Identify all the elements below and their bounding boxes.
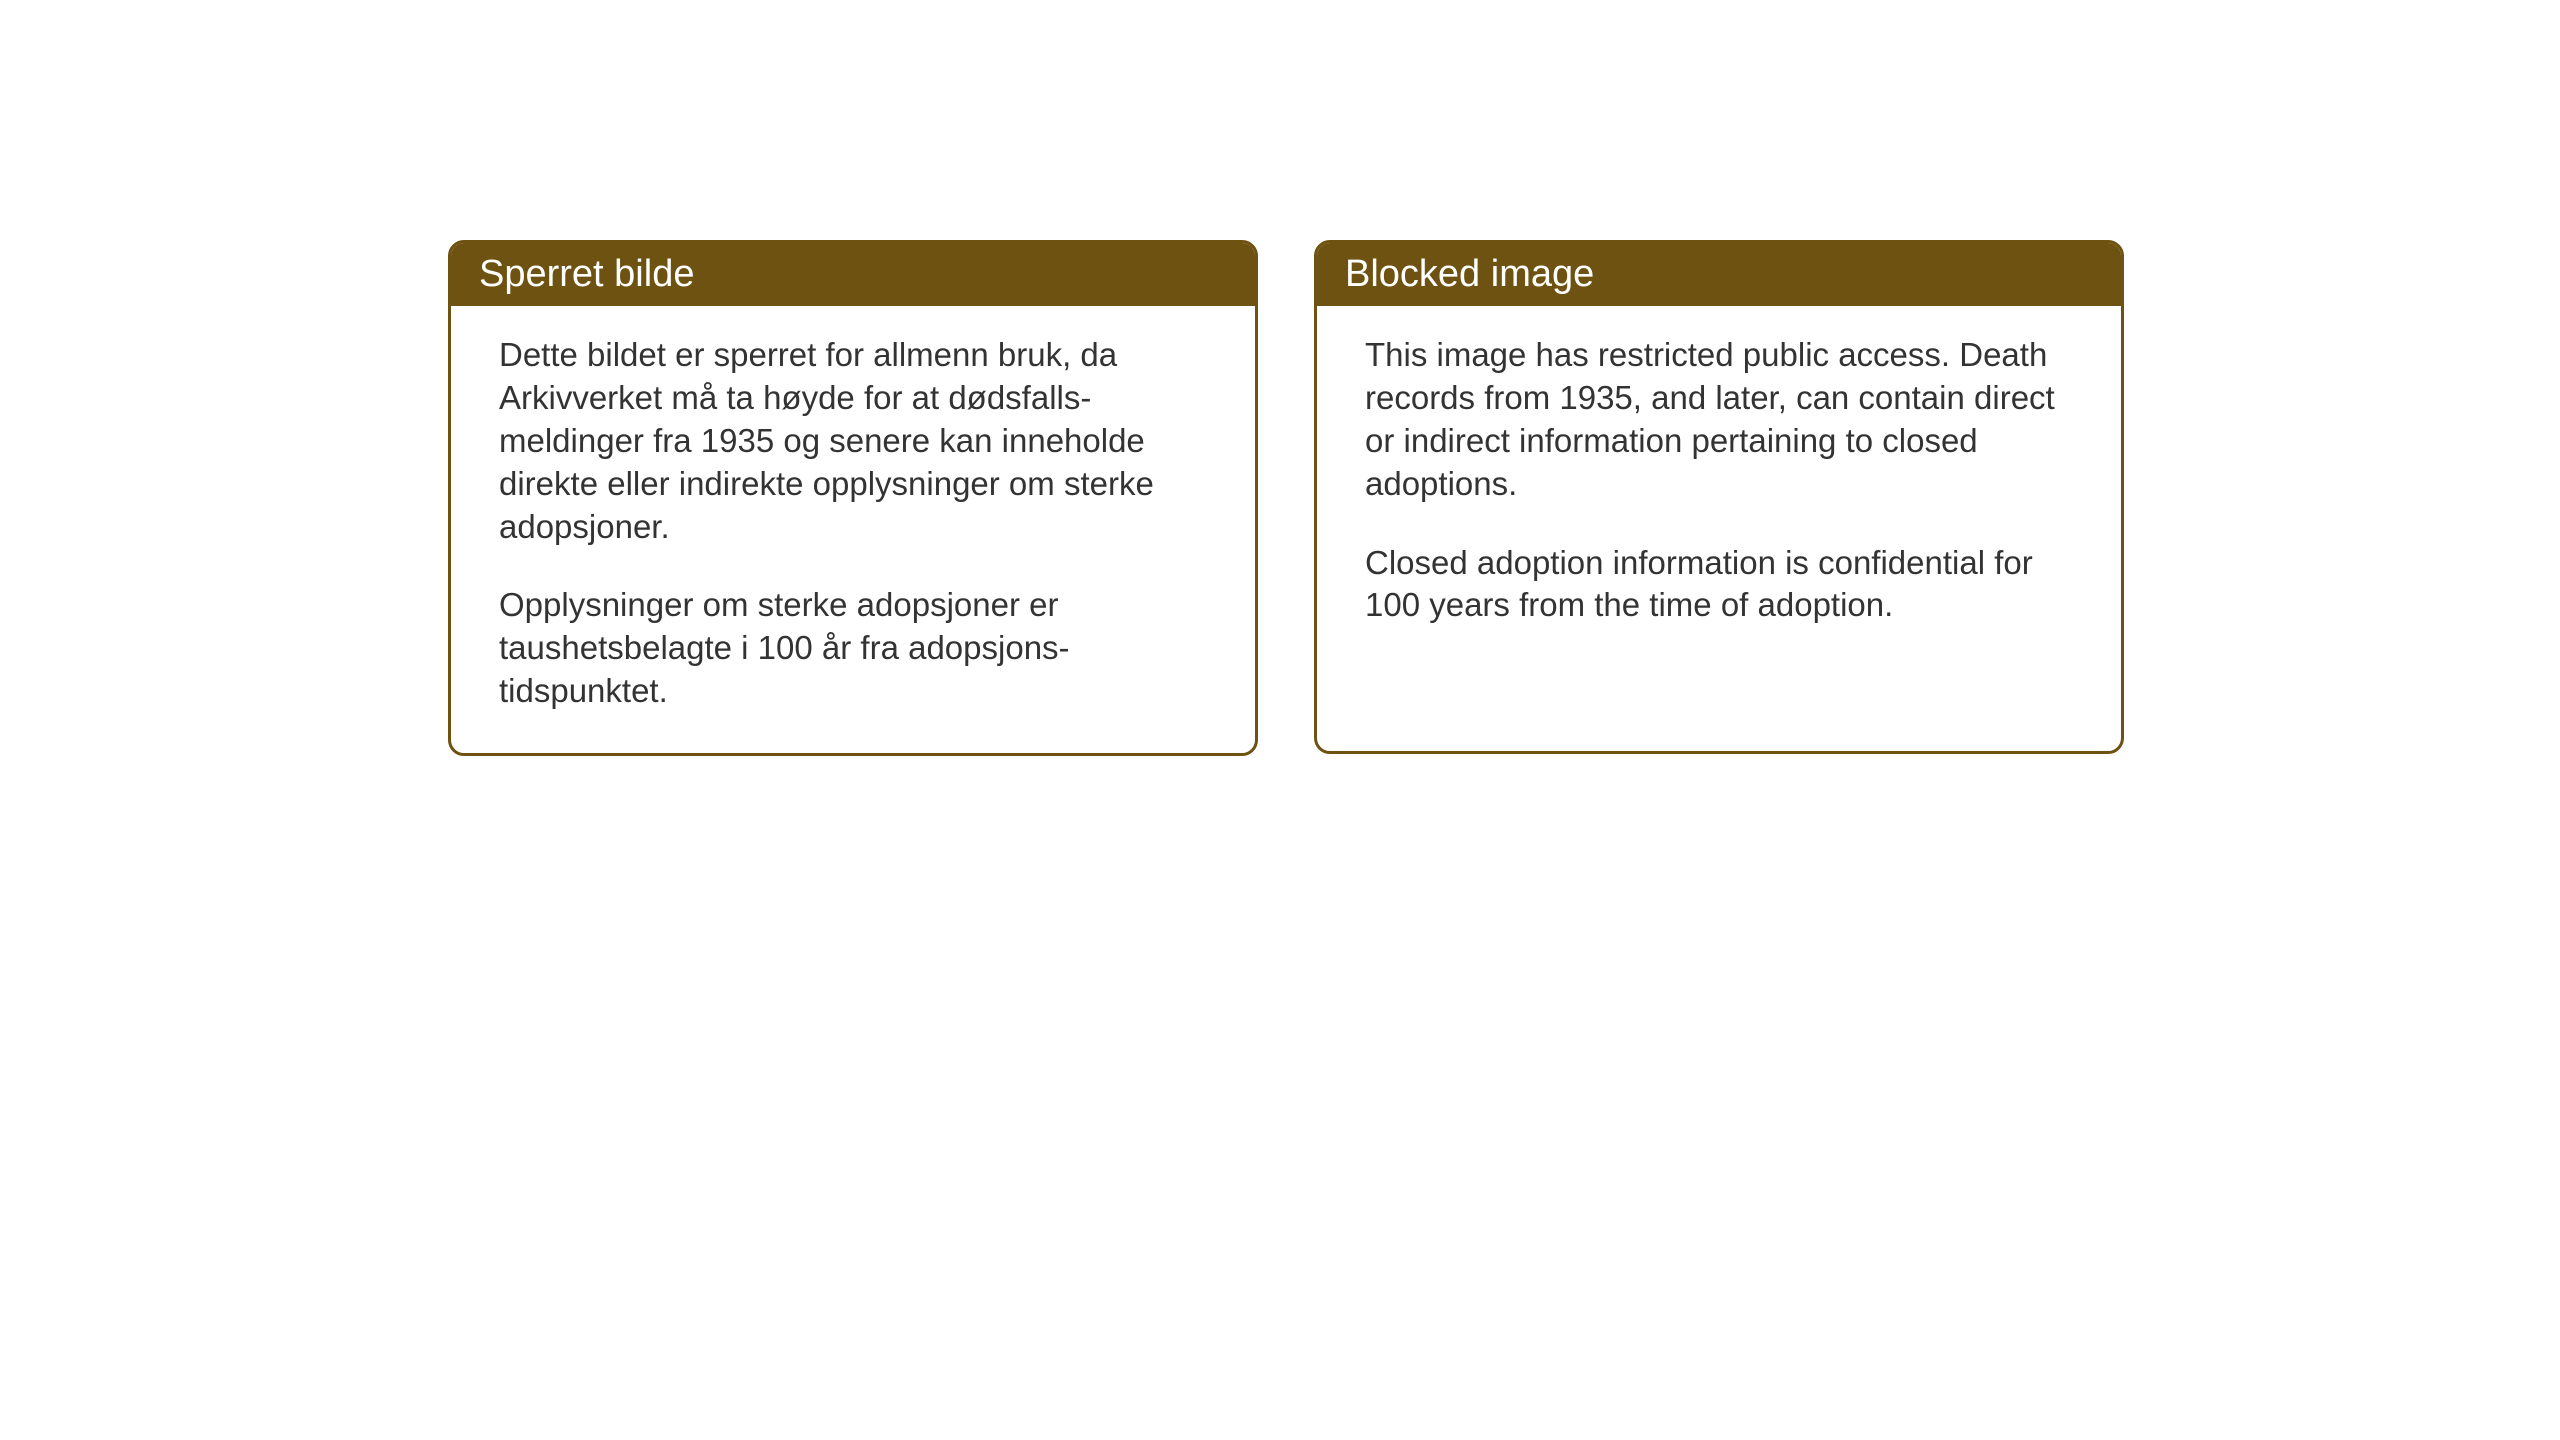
card-paragraph-2-norwegian: Opplysninger om sterke adopsjoner er tau…	[499, 584, 1207, 713]
card-paragraph-1-english: This image has restricted public access.…	[1365, 334, 2073, 506]
card-paragraph-1-norwegian: Dette bildet er sperret for allmenn bruk…	[499, 334, 1207, 548]
card-header-norwegian: Sperret bilde	[451, 243, 1255, 306]
card-title-norwegian: Sperret bilde	[479, 253, 694, 295]
card-header-english: Blocked image	[1317, 243, 2121, 306]
notice-cards-container: Sperret bilde Dette bildet er sperret fo…	[448, 240, 2124, 756]
card-body-english: This image has restricted public access.…	[1317, 306, 2121, 667]
notice-card-norwegian: Sperret bilde Dette bildet er sperret fo…	[448, 240, 1258, 756]
card-title-english: Blocked image	[1345, 253, 1594, 295]
notice-card-english: Blocked image This image has restricted …	[1314, 240, 2124, 754]
card-paragraph-2-english: Closed adoption information is confident…	[1365, 542, 2073, 628]
card-body-norwegian: Dette bildet er sperret for allmenn bruk…	[451, 306, 1255, 753]
